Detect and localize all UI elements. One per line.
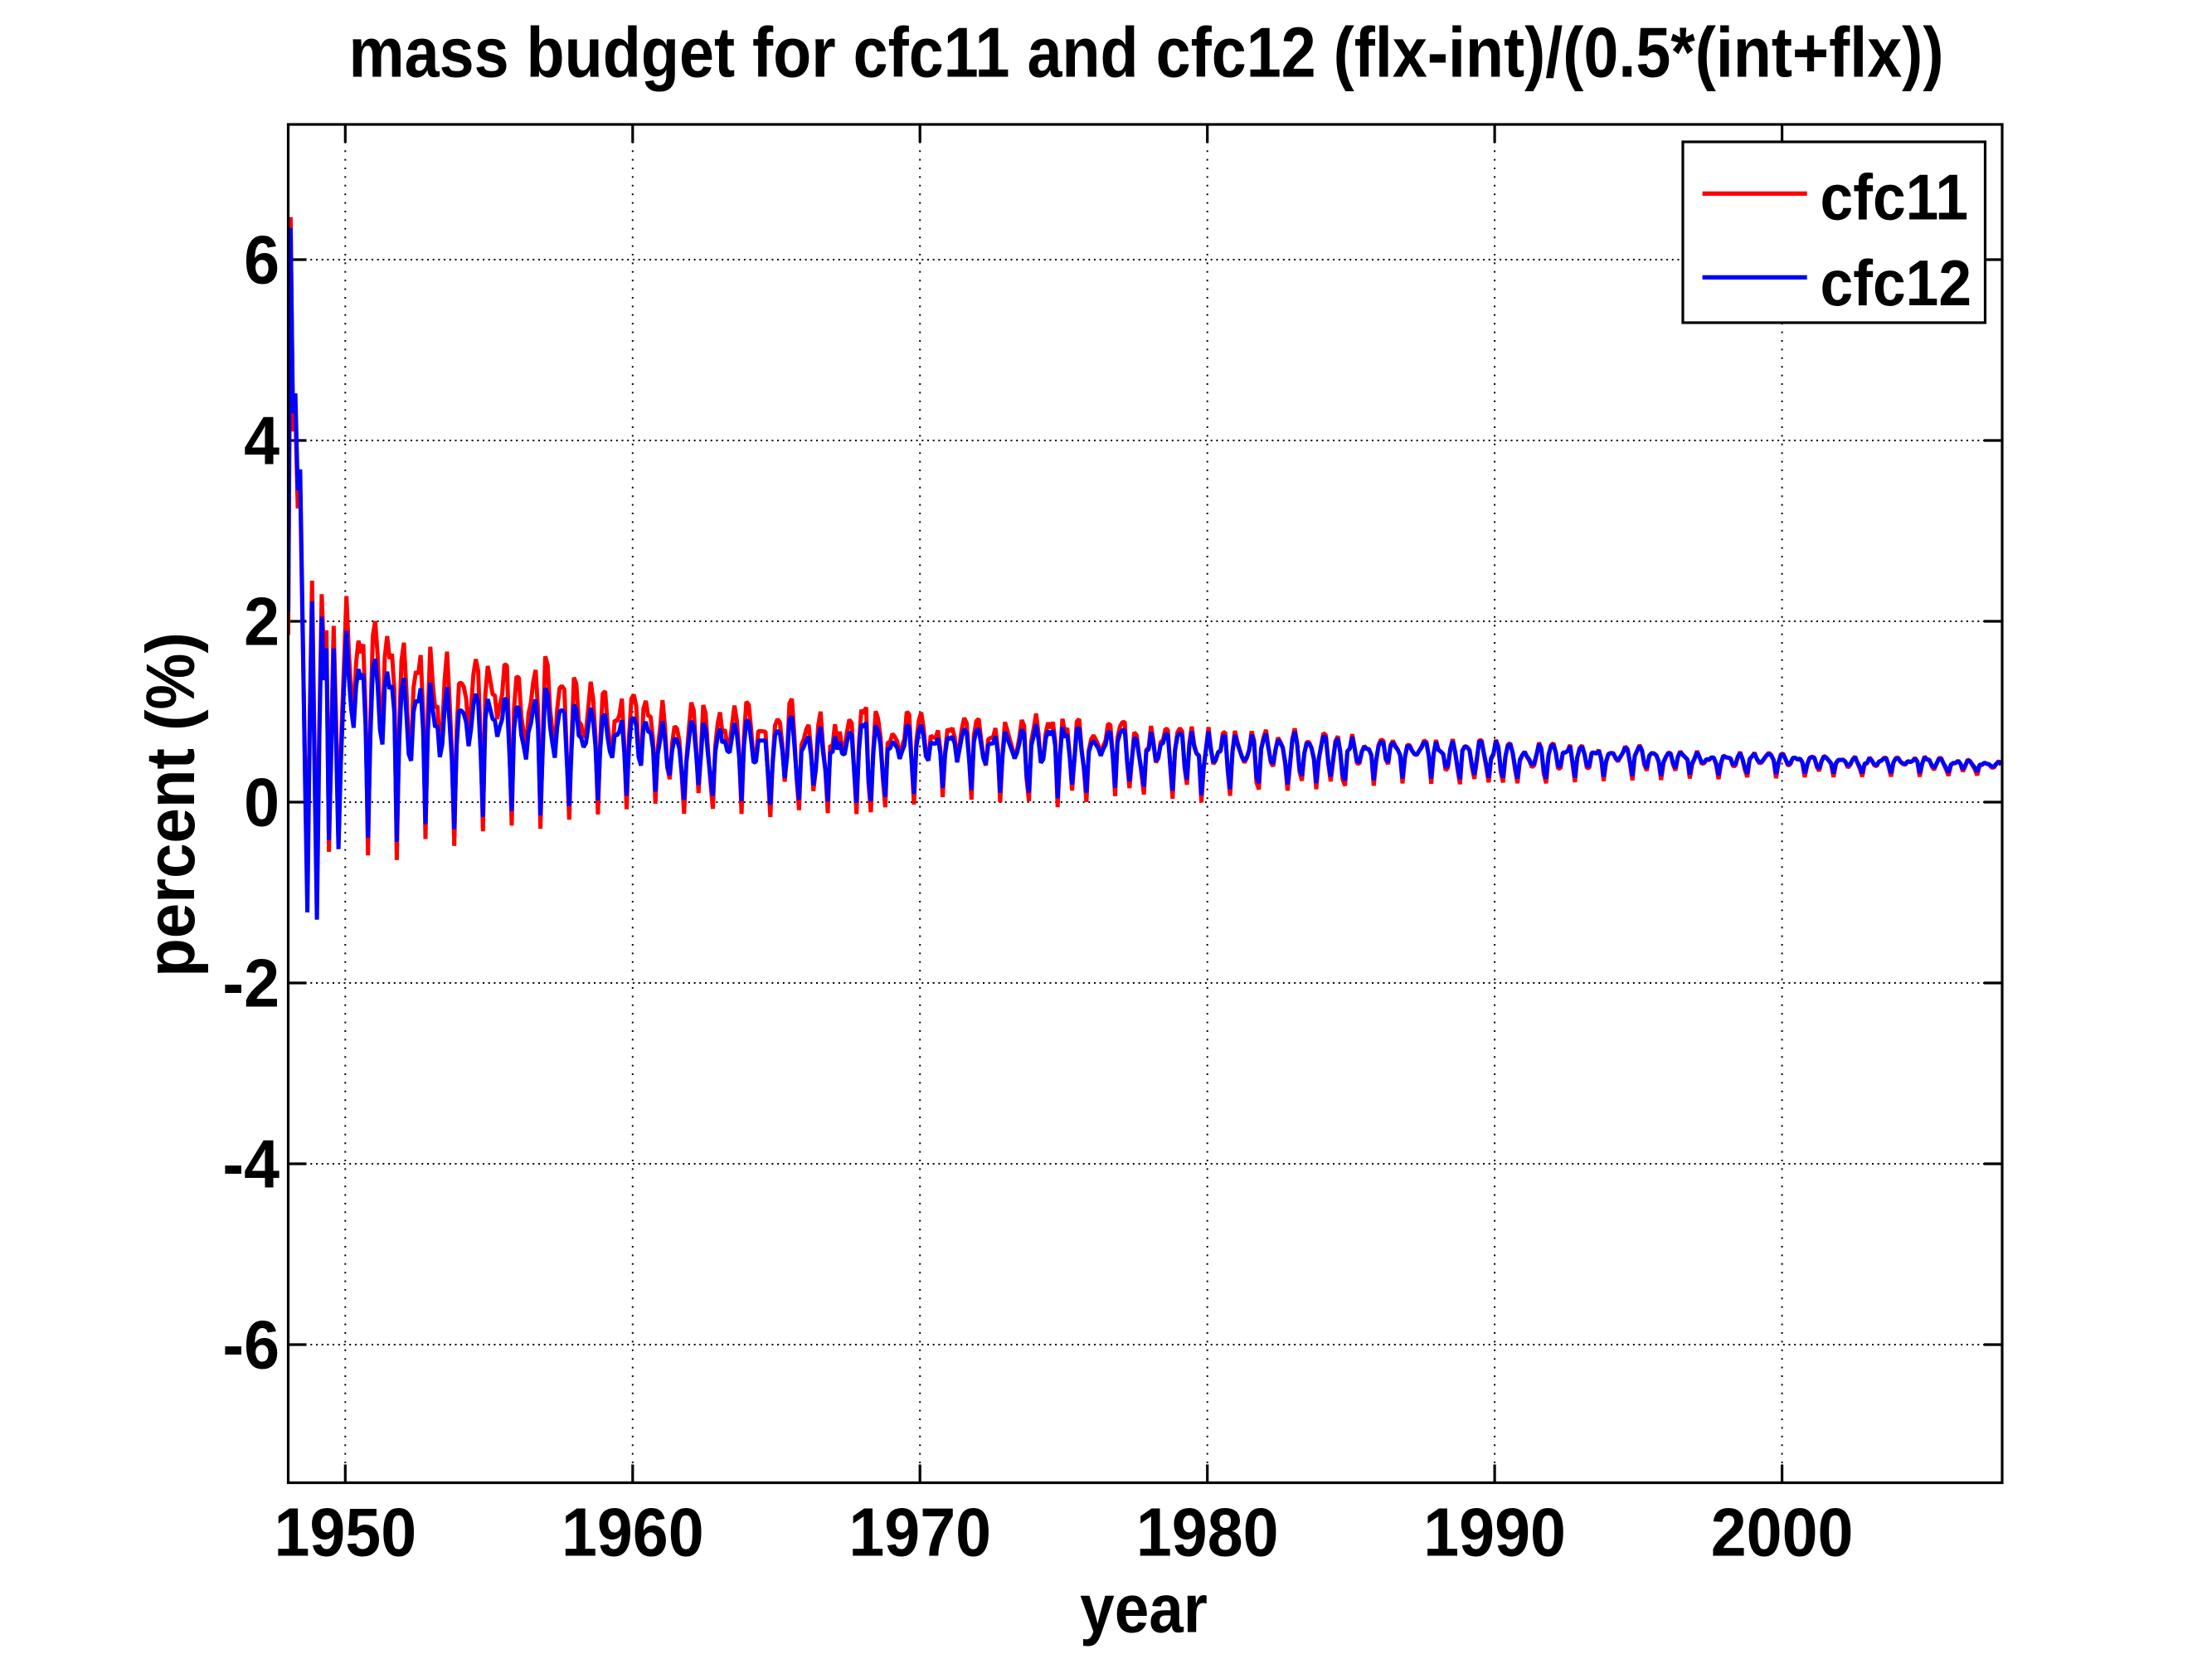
svg-text:-6: -6 <box>222 1306 280 1383</box>
svg-text:1980: 1980 <box>1136 1493 1279 1570</box>
svg-text:1970: 1970 <box>848 1493 991 1570</box>
svg-text:cfc12: cfc12 <box>1821 246 1972 319</box>
svg-text:1950: 1950 <box>274 1493 416 1570</box>
svg-text:1960: 1960 <box>562 1493 704 1570</box>
svg-text:2: 2 <box>244 582 280 659</box>
svg-text:mass budget for cfc11 and cfc1: mass budget for cfc11 and cfc12 (flx-int… <box>349 13 1944 92</box>
svg-text:-4: -4 <box>222 1125 280 1202</box>
svg-text:cfc11: cfc11 <box>1821 161 1969 234</box>
svg-text:6: 6 <box>244 221 280 298</box>
svg-text:1990: 1990 <box>1423 1493 1566 1570</box>
svg-text:0: 0 <box>244 763 280 840</box>
svg-text:4: 4 <box>244 401 280 479</box>
svg-text:-2: -2 <box>222 944 280 1021</box>
svg-text:year: year <box>1080 1570 1208 1647</box>
svg-text:percent (%): percent (%) <box>132 632 209 977</box>
svg-text:2000: 2000 <box>1711 1493 1854 1570</box>
